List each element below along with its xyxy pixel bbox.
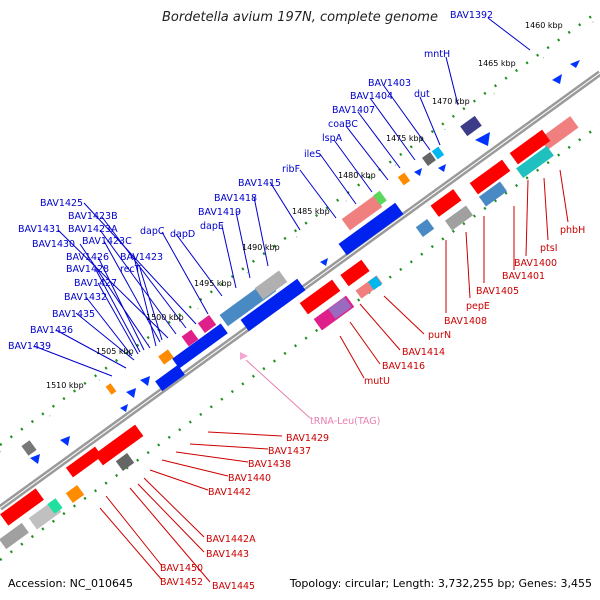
trna-label[interactable]: tRNA-Leu(TAG) bbox=[310, 416, 380, 427]
kbp-label: 1490 kbp bbox=[242, 243, 280, 252]
accession-text: Accession: NC_010645 bbox=[8, 577, 134, 590]
gene-label[interactable]: pepE bbox=[466, 301, 490, 312]
gene-label[interactable]: BAV1418 bbox=[214, 193, 257, 204]
gene-label[interactable]: ptsI bbox=[540, 243, 558, 254]
gene-label[interactable]: BAV1431 bbox=[18, 224, 61, 235]
gene-label[interactable]: purN bbox=[428, 330, 451, 341]
trna-leader-line bbox=[245, 359, 311, 419]
gene-label[interactable]: BAV1405 bbox=[476, 286, 519, 297]
gene-label[interactable]: BAV1438 bbox=[248, 459, 291, 470]
gene-label[interactable]: BAV1414 bbox=[402, 347, 445, 358]
gene-label[interactable]: BAV1416 bbox=[382, 361, 425, 372]
reverse-leader-lines bbox=[99, 169, 569, 583]
reverse-gene-labels: phbH ptsI BAV1400 BAV1401 BAV1405 pepE B… bbox=[160, 225, 585, 592]
gene-label[interactable]: BAV1442A bbox=[206, 534, 256, 545]
kbp-labels: 1460 kbp 1465 kbp 1470 kbp 1475 kbp 1480… bbox=[46, 21, 563, 390]
kbp-label: 1485 kbp bbox=[292, 207, 330, 216]
gene-label[interactable]: BAV1452 bbox=[160, 577, 203, 588]
gene-label[interactable]: BAV1445 bbox=[212, 581, 255, 592]
gene-label[interactable]: BAV1415 bbox=[238, 178, 281, 189]
gene-label[interactable]: BAV1425 bbox=[40, 198, 83, 209]
gene-label[interactable]: BAV1403 bbox=[368, 78, 411, 89]
gene-label[interactable]: dapD bbox=[170, 229, 195, 240]
gene-label[interactable]: BAV1427 bbox=[74, 278, 117, 289]
gene-label[interactable]: BAV1400 bbox=[514, 258, 557, 269]
kbp-label: 1475 kbp bbox=[386, 134, 424, 143]
forward-gene-labels: BAV1392 mntH dut BAV1403 BAV1404 BAV1407… bbox=[8, 10, 493, 352]
kbp-label: 1495 kbp bbox=[194, 279, 232, 288]
map-title: Bordetella avium 197N, complete genome bbox=[162, 10, 438, 25]
gene-label[interactable]: BAV1419 bbox=[198, 207, 241, 218]
gene-label[interactable]: ribF bbox=[282, 164, 300, 175]
gene-label[interactable]: BAV1432 bbox=[64, 292, 107, 303]
gene-label[interactable]: ileS bbox=[304, 149, 321, 160]
gene-label[interactable]: dapC bbox=[140, 226, 165, 237]
gene-label[interactable]: BAV1423A bbox=[68, 224, 118, 235]
gene-label[interactable]: BAV1440 bbox=[228, 473, 271, 484]
kbp-label: 1480 kbp bbox=[338, 171, 376, 180]
gene-label[interactable]: dapE bbox=[200, 221, 224, 232]
gene-label[interactable]: BAV1423C bbox=[82, 236, 132, 247]
kbp-label: 1470 kbp bbox=[432, 97, 470, 106]
gene-label[interactable]: BAV1435 bbox=[52, 309, 95, 320]
gene-label[interactable]: BAV1392 bbox=[450, 10, 493, 21]
footer: Accession: NC_010645 Topology: circular;… bbox=[8, 577, 592, 590]
gene-label[interactable]: BAV1408 bbox=[444, 316, 487, 327]
gene-label[interactable]: mntH bbox=[424, 49, 450, 60]
gene-label[interactable]: BAV1437 bbox=[268, 446, 311, 457]
gene-label[interactable]: BAV1404 bbox=[350, 91, 393, 102]
gene-label[interactable]: BAV1442 bbox=[208, 487, 251, 498]
gene-label[interactable]: BAV1423B bbox=[68, 211, 118, 222]
gene-label[interactable]: BAV1430 bbox=[32, 239, 75, 250]
gene-label[interactable]: dut bbox=[414, 89, 430, 100]
gene-label[interactable]: mutU bbox=[364, 376, 390, 387]
gene-label[interactable]: BAV1443 bbox=[206, 549, 249, 560]
reverse-gene-track bbox=[0, 116, 579, 550]
gene-label[interactable]: BAV1429 bbox=[286, 433, 329, 444]
forward-gene-track bbox=[21, 60, 580, 464]
kbp-label: 1505 kbp bbox=[96, 347, 134, 356]
kbp-label: 1465 kbp bbox=[478, 59, 516, 68]
kbp-label: 1510 kbp bbox=[46, 381, 84, 390]
forward-leader-lines bbox=[33, 17, 531, 377]
gene-label[interactable]: lspA bbox=[322, 133, 343, 144]
gene-label[interactable]: BAV1428 bbox=[66, 264, 109, 275]
gene-label[interactable]: coaBC bbox=[328, 119, 358, 130]
gene-label[interactable]: BAV1439 bbox=[8, 341, 51, 352]
genome-summary-text: Topology: circular; Length: 3,732,255 bp… bbox=[289, 577, 592, 590]
gene-label[interactable]: BAV1450 bbox=[160, 563, 203, 574]
gene-label[interactable]: phbH bbox=[560, 225, 585, 236]
gene-label[interactable]: BAV1436 bbox=[30, 325, 73, 336]
kbp-label: 1460 kbp bbox=[525, 21, 563, 30]
gene-label[interactable]: BAV1426 bbox=[66, 252, 109, 263]
gene-label[interactable]: BAV1407 bbox=[332, 105, 375, 116]
gene-label[interactable]: recT bbox=[120, 264, 141, 275]
kbp-label: 1500 kbp bbox=[146, 313, 184, 322]
gene-label[interactable]: BAV1401 bbox=[502, 271, 545, 282]
gene-label[interactable]: BAV1423 bbox=[120, 252, 163, 263]
